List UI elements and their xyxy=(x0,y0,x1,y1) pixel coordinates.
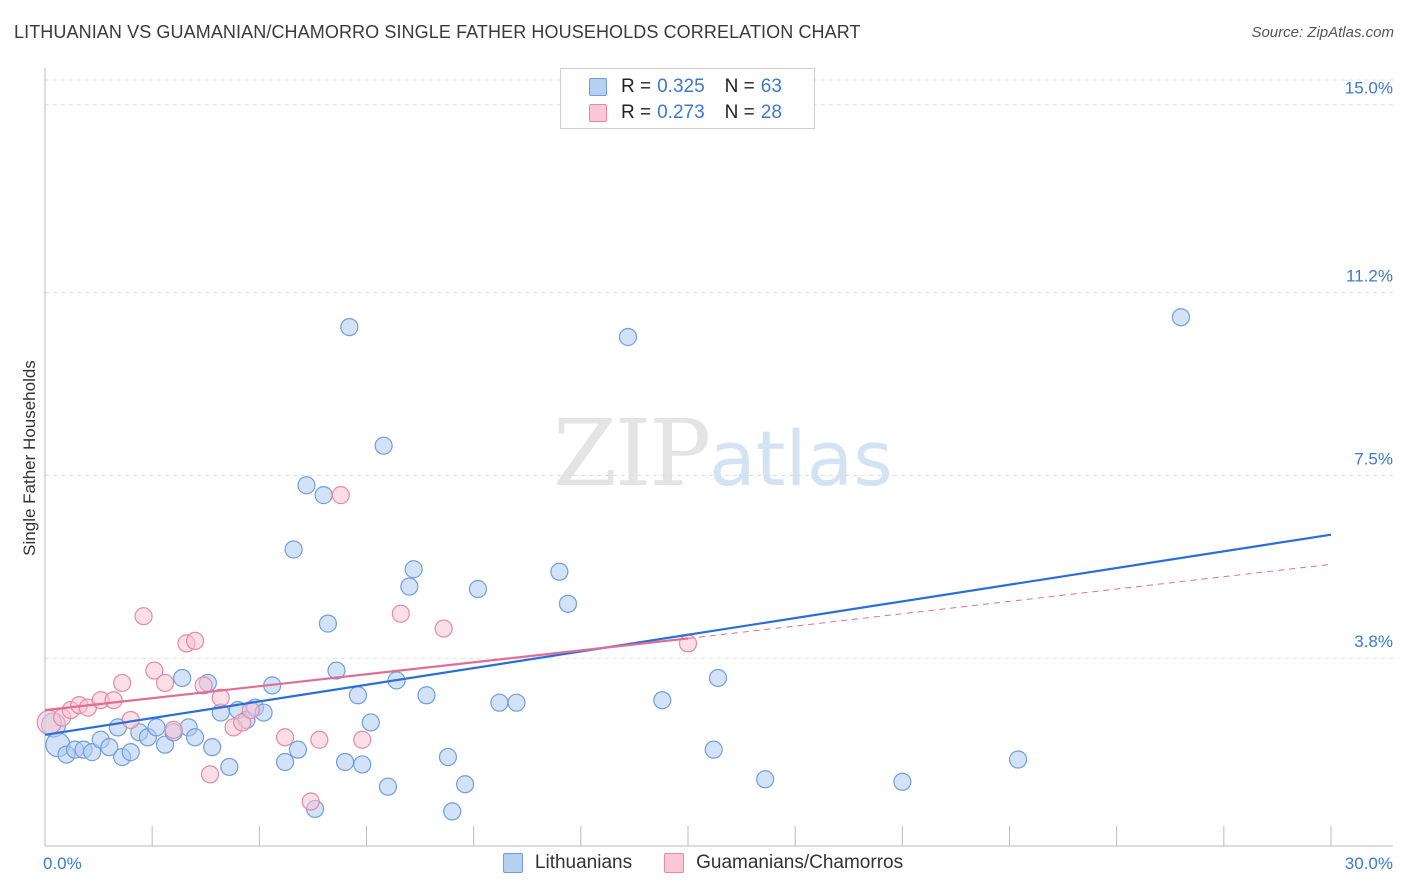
lithuanian-point xyxy=(490,693,509,712)
y-tick-label: 15.0% xyxy=(1345,79,1393,98)
lithuanian-point xyxy=(550,562,569,581)
lithuanian-point xyxy=(378,777,398,796)
lithuanian-point xyxy=(327,661,346,680)
lithuanian-point xyxy=(438,747,458,767)
guamanian-point xyxy=(185,631,205,651)
lithuanian-point xyxy=(653,691,672,710)
lithuanian-point xyxy=(558,594,578,613)
guamanian-point xyxy=(241,700,260,720)
watermark-zip: ZIP xyxy=(553,400,711,507)
series-legend: Lithuanians Guamanians/Chamorros xyxy=(0,852,1406,874)
lithuanian-point xyxy=(756,770,775,789)
guamanian-point xyxy=(391,604,410,623)
lithuanian-point xyxy=(83,743,102,762)
guamanian-point xyxy=(331,486,350,505)
lithuanian-point xyxy=(348,686,368,705)
guamanian-point xyxy=(211,688,230,707)
guamanian-trendline xyxy=(44,637,689,712)
series-legend-lithuanians: Lithuanians xyxy=(502,852,633,874)
lithuanian-point xyxy=(121,743,140,762)
lithuanian-point xyxy=(443,802,462,821)
legend-swatch-pink xyxy=(589,104,607,122)
lithuanian-point xyxy=(1008,750,1028,769)
guamanian-point xyxy=(145,661,164,680)
lithuanian-point xyxy=(340,317,359,337)
legend-row-lithuanians: R = 0.325 N = 63 xyxy=(589,75,782,99)
y-tick-label: 11.2% xyxy=(1346,267,1393,286)
series-label-lithuanians: Lithuanians xyxy=(534,852,633,873)
lithuanian-point xyxy=(155,735,175,754)
series-swatch-blue xyxy=(502,853,523,873)
lithuanian-point xyxy=(893,772,912,791)
watermark: ZIPatlas xyxy=(553,400,893,507)
lithuanian-point xyxy=(288,740,308,759)
lithuanian-point xyxy=(400,577,419,596)
lithuanian-point xyxy=(318,614,338,633)
lithuanian-point xyxy=(708,668,728,688)
guamanian-trendline-extension xyxy=(687,563,1332,639)
guamanian-point xyxy=(434,619,453,638)
lithuanian-point xyxy=(374,436,393,455)
lithuanian-trendline xyxy=(44,533,1332,736)
correlation-legend: R = 0.325 N = 63 R = 0.273 N = 28 xyxy=(560,68,815,129)
lithuanian-point xyxy=(1171,308,1191,327)
lithuanian-point xyxy=(173,668,192,688)
legend-swatch-blue xyxy=(589,78,607,96)
legend-n-label: N = xyxy=(724,76,755,97)
lithuanian-point xyxy=(203,738,222,757)
guamanian-point xyxy=(200,765,220,784)
lithuanian-point xyxy=(417,686,436,705)
series-legend-guamanians: Guamanians/Chamorros xyxy=(664,852,903,874)
chart-title: LITHUANIAN VS GUAMANIAN/CHAMORRO SINGLE … xyxy=(14,22,861,42)
lithuanian-point xyxy=(335,752,355,772)
guamanian-point xyxy=(301,792,320,811)
series-label-guamanians: Guamanians/Chamorros xyxy=(696,852,904,873)
legend-row-guamanians: R = 0.273 N = 28 xyxy=(589,101,782,125)
lithuanian-point xyxy=(353,755,372,774)
lithuanian-point xyxy=(275,752,295,772)
lithuanian-point xyxy=(361,713,380,732)
lithuanian-point xyxy=(507,693,526,712)
lithuanian-point xyxy=(297,476,316,495)
legend-r-value: 0.273 xyxy=(657,102,705,123)
guamanian-point xyxy=(678,634,698,653)
guamanian-point xyxy=(164,720,183,739)
lithuanian-point xyxy=(185,728,205,747)
guamanian-point xyxy=(194,676,213,695)
lithuanian-point xyxy=(314,486,333,505)
lithuanian-point xyxy=(404,560,423,579)
source-attribution: Source: ZipAtlas.com xyxy=(1251,24,1394,41)
guamanian-point xyxy=(104,691,123,710)
x-tick-label: 30.0% xyxy=(1345,854,1393,873)
lithuanian-point xyxy=(220,757,239,777)
guamanian-point xyxy=(353,730,372,749)
lithuanian-point xyxy=(704,740,723,759)
watermark-atlas: atlas xyxy=(709,414,893,503)
lithuanian-point xyxy=(618,327,638,347)
guamanian-point xyxy=(155,673,175,693)
lithuanian-point xyxy=(284,540,303,559)
guamanian-point xyxy=(134,607,153,626)
guamanian-point xyxy=(310,730,329,749)
guamanian-point xyxy=(233,713,252,732)
legend-n-label: N = xyxy=(724,102,755,123)
lithuanian-point xyxy=(455,775,475,794)
legend-n-value: 63 xyxy=(760,76,782,97)
legend-r-label: R = xyxy=(621,76,652,97)
lithuanian-point xyxy=(468,579,488,599)
legend-r-value: 0.325 xyxy=(657,76,705,97)
lithuanian-point xyxy=(147,718,166,737)
legend-n-value: 28 xyxy=(760,102,782,123)
y-tick-label: 7.5% xyxy=(1354,449,1393,468)
guamanian-point xyxy=(275,728,295,747)
series-swatch-pink xyxy=(664,853,685,873)
y-tick-label: 3.8% xyxy=(1354,632,1393,651)
x-tick-label: 0.0% xyxy=(43,854,82,873)
lithuanian-point xyxy=(100,738,119,757)
guamanian-point xyxy=(113,673,132,693)
legend-r-label: R = xyxy=(621,102,652,123)
